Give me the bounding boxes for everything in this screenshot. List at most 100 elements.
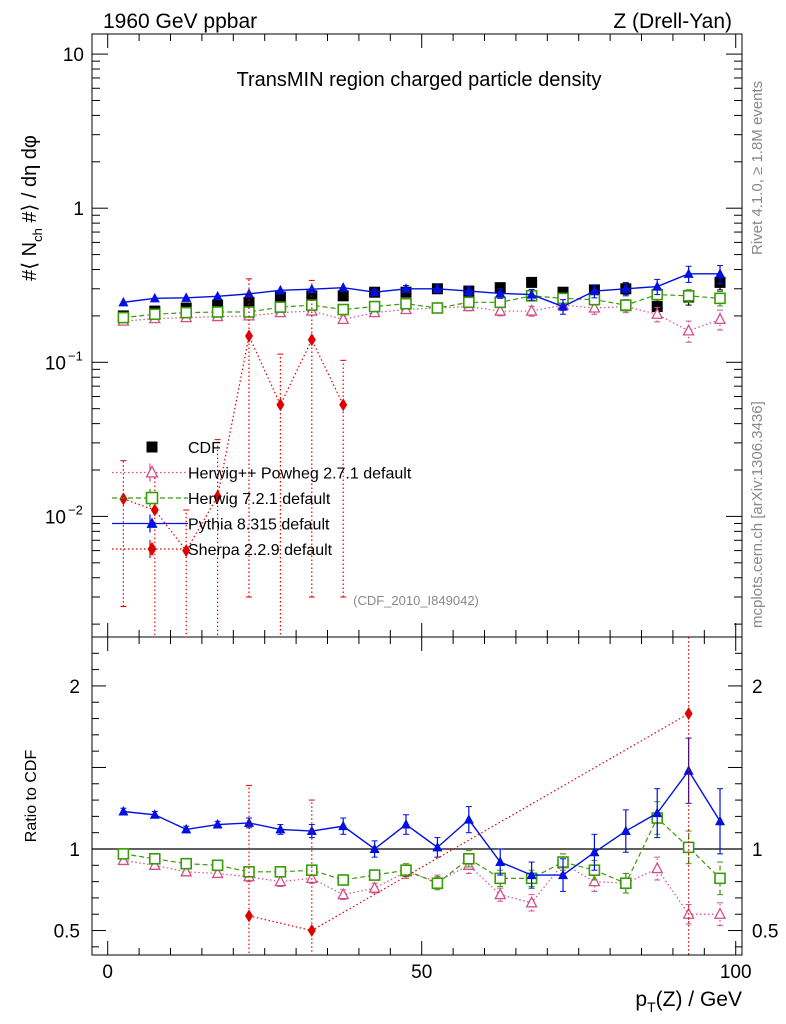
data-point-cdf xyxy=(557,286,569,298)
data-point-cdf xyxy=(337,290,349,302)
data-point-pythia xyxy=(369,843,380,853)
data-point-herwig7 xyxy=(211,859,224,872)
data-point-herwig7 xyxy=(682,290,695,302)
ratio-series xyxy=(117,637,727,955)
data-point-herwig7 xyxy=(117,848,130,860)
ratio-y-tick-label: 0.5 xyxy=(54,922,80,943)
main-y-tick-label: 1 xyxy=(73,199,84,220)
data-point-pythia xyxy=(558,301,569,311)
data-point-cdf xyxy=(526,276,538,288)
data-point-pythia xyxy=(495,287,506,298)
legend-label-sherpa: Sherpa 2.2.9 default xyxy=(188,542,333,559)
legend-label-herwigpp: Herwig++ Powheg 2.7.1 default xyxy=(188,466,412,483)
data-point-herwigpp xyxy=(588,874,601,887)
data-point-sherpa xyxy=(276,398,285,412)
data-point-pythia xyxy=(683,268,694,278)
data-point-sherpa xyxy=(339,398,348,412)
data-point-pythia xyxy=(275,284,286,295)
legend-item-herwigpp: Herwig++ Powheg 2.7.1 default xyxy=(112,463,412,483)
data-point-herwigpp xyxy=(211,866,224,879)
series-pythia-main xyxy=(118,264,726,315)
data-point-pythia xyxy=(244,817,255,827)
series-line-sherpa xyxy=(123,334,344,552)
main-y-tick-label: 10 xyxy=(45,507,66,528)
data-point-herwigpp xyxy=(525,304,538,316)
legend-marker-herwig7 xyxy=(145,491,159,505)
data-point-herwig7 xyxy=(211,306,224,318)
data-point-herwig7 xyxy=(620,877,632,890)
data-point-herwig7 xyxy=(180,306,193,319)
data-point-sherpa xyxy=(150,503,159,517)
data-point-herwig7 xyxy=(714,292,726,305)
data-point-pythia xyxy=(463,285,474,296)
data-point-sherpa xyxy=(245,329,254,343)
rivet-version-label: Rivet 4.1.0, ≥ 1.8M events xyxy=(749,81,766,255)
ratio-y-tick-label-right: 2 xyxy=(752,677,763,698)
data-point-cdf xyxy=(212,299,224,311)
data-point-pythia xyxy=(620,283,631,293)
data-point-pythia xyxy=(275,823,286,834)
legend-marker-sherpa xyxy=(147,541,157,557)
data-point-herwig7 xyxy=(714,872,726,885)
data-point-herwig7 xyxy=(368,869,381,881)
data-point-pythia xyxy=(118,805,129,816)
series-sherpa-ratio xyxy=(245,637,693,955)
data-point-herwigpp xyxy=(337,312,350,324)
legend-label-pythia: Pythia 8.315 default xyxy=(188,517,330,534)
data-point-sherpa xyxy=(182,544,191,558)
data-point-herwigpp xyxy=(494,887,507,900)
data-point-pythia xyxy=(401,283,412,293)
data-point-herwigpp xyxy=(525,895,538,908)
data-point-pythia xyxy=(558,869,569,880)
data-point-herwigpp xyxy=(713,907,727,919)
data-point-pythia xyxy=(526,289,537,299)
data-point-pythia xyxy=(369,286,380,297)
data-point-sherpa xyxy=(307,924,316,938)
data-point-pythia xyxy=(338,282,349,292)
data-point-pythia xyxy=(181,292,192,302)
series-herwig7-main xyxy=(117,288,726,324)
data-point-herwig7 xyxy=(463,296,475,309)
data-point-herwig7 xyxy=(274,301,287,313)
data-point-pythia xyxy=(181,823,192,834)
legend-marker-pythia xyxy=(146,517,158,528)
series-sherpa-main xyxy=(119,278,348,637)
data-point-herwigpp xyxy=(651,861,664,874)
data-point-cdf xyxy=(494,282,506,294)
legend: CDF Herwig++ Powheg 2.7.1 default Herwig 7… xyxy=(112,440,412,559)
data-point-pythia xyxy=(495,856,506,867)
data-point-pythia xyxy=(652,807,663,818)
series-herwigpp-ratio xyxy=(117,853,727,927)
ratio-y-tick-label-right: 0.5 xyxy=(752,922,778,943)
data-point-pythia xyxy=(212,819,223,829)
data-point-pythia xyxy=(118,296,129,307)
legend-label-cdf: CDF xyxy=(188,440,221,457)
data-point-herwigpp xyxy=(180,864,193,877)
data-point-herwig7 xyxy=(117,311,130,324)
data-point-herwig7 xyxy=(431,877,444,890)
series-line-pythia xyxy=(123,273,721,308)
data-point-cdf xyxy=(243,296,255,308)
data-point-herwig7 xyxy=(400,864,412,877)
data-point-pythia xyxy=(432,841,443,852)
ratio-y-axis-label: Ratio to CDF xyxy=(23,750,40,843)
data-point-herwig7 xyxy=(337,874,350,886)
data-point-herwigpp xyxy=(368,881,381,893)
ratio-y-tick-label: 1 xyxy=(69,840,80,861)
data-point-herwigpp xyxy=(651,307,664,319)
header-left-label: 1960 GeV ppbar xyxy=(103,10,257,33)
data-point-cdf xyxy=(651,301,663,313)
data-point-sherpa xyxy=(684,707,693,721)
data-point-herwig7 xyxy=(149,308,161,321)
data-point-pythia xyxy=(589,285,600,296)
data-point-cdf xyxy=(274,291,286,303)
x-tick-label: 0 xyxy=(102,962,113,983)
data-point-herwigpp xyxy=(713,312,727,324)
data-point-pythia xyxy=(620,825,631,836)
data-point-sherpa xyxy=(119,492,128,506)
legend-marker-herwigpp xyxy=(145,465,159,478)
data-point-herwig7 xyxy=(463,852,475,865)
main-y-tick-exponent: −2 xyxy=(68,502,83,517)
data-point-pythia xyxy=(401,819,412,829)
